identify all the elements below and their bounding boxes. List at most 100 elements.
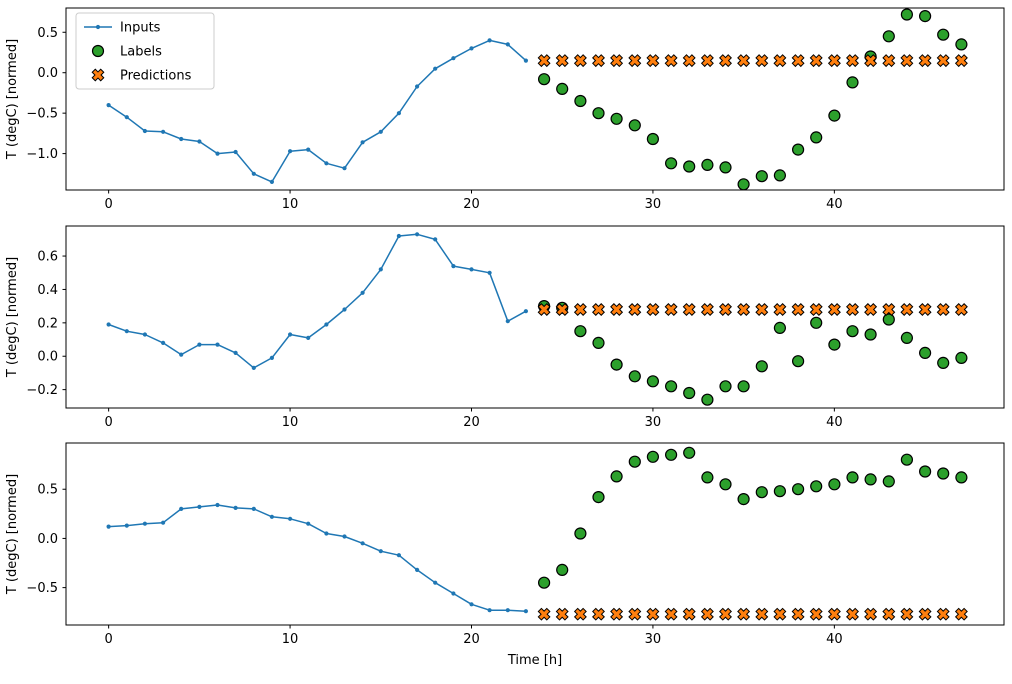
inputs-point xyxy=(124,115,129,120)
label-point xyxy=(955,38,968,51)
x-tick-label: 20 xyxy=(463,197,480,212)
y-tick-label: 0.0 xyxy=(37,350,58,365)
inputs-point xyxy=(324,322,329,327)
inputs-point xyxy=(251,171,256,176)
prediction-point xyxy=(700,54,714,68)
inputs-point xyxy=(378,129,383,134)
legend-dot-marker-icon xyxy=(95,24,101,30)
inputs-point xyxy=(269,179,274,184)
prediction-point xyxy=(719,607,732,621)
prediction-point xyxy=(682,54,696,68)
prediction-point xyxy=(610,607,624,621)
prediction-point xyxy=(846,303,859,316)
label-point xyxy=(592,491,605,504)
inputs-point xyxy=(161,129,166,134)
inputs-point xyxy=(306,147,311,152)
label-point xyxy=(846,76,859,89)
label-point xyxy=(683,160,696,173)
x-tick-label: 0 xyxy=(104,415,112,430)
series-predictions xyxy=(537,303,968,316)
prediction-point xyxy=(610,303,624,316)
inputs-point xyxy=(142,521,147,526)
label-point xyxy=(664,157,678,170)
prediction-point xyxy=(900,303,914,316)
axes-frame xyxy=(65,442,1005,626)
prediction-point xyxy=(954,54,968,68)
x-tick-label: 20 xyxy=(463,632,480,647)
inputs-point xyxy=(469,602,474,607)
y-tick-label: 0.5 xyxy=(37,483,58,498)
prediction-point xyxy=(954,303,968,316)
legend: Inputs Labels Predictions xyxy=(75,12,215,90)
label-point xyxy=(918,10,932,23)
x-tick-label: 30 xyxy=(645,415,662,430)
prediction-point xyxy=(537,54,551,68)
y-tick-label: 0.5 xyxy=(37,26,58,41)
inputs-point xyxy=(342,307,347,312)
label-point xyxy=(882,30,895,43)
inputs-point xyxy=(233,149,238,155)
inputs-point xyxy=(415,232,420,237)
prediction-point xyxy=(864,54,878,68)
x-tick-label: 30 xyxy=(645,632,662,647)
prediction-point xyxy=(864,607,878,621)
label-point xyxy=(556,82,569,96)
inputs-point xyxy=(288,149,293,154)
inputs-point xyxy=(306,335,311,340)
inputs-point xyxy=(487,38,492,43)
prediction-point xyxy=(719,54,732,68)
prediction-point xyxy=(936,607,950,621)
label-point xyxy=(773,169,787,182)
y-tick-label: −0.2 xyxy=(26,383,58,398)
label-point xyxy=(574,94,587,108)
series-inputs xyxy=(106,502,529,614)
prediction-point xyxy=(573,607,587,621)
prediction-point xyxy=(592,303,605,316)
prediction-point xyxy=(954,607,968,621)
prediction-point xyxy=(592,54,605,68)
y-tick-label: 0.4 xyxy=(37,283,58,298)
label-point xyxy=(556,563,569,577)
inputs-point xyxy=(233,505,238,510)
prediction-point xyxy=(791,54,805,68)
inputs-point xyxy=(360,541,365,546)
inputs-point xyxy=(179,136,184,142)
inputs-point xyxy=(106,322,111,327)
prediction-point xyxy=(719,303,732,316)
label-point xyxy=(918,346,932,359)
label-point xyxy=(755,360,768,373)
inputs-point xyxy=(197,342,202,347)
y-axis-label: T (degC) [normed] xyxy=(5,39,20,160)
label-point xyxy=(828,478,841,491)
prediction-point xyxy=(864,303,878,316)
label-point xyxy=(918,465,932,478)
label-point xyxy=(937,356,950,369)
prediction-point xyxy=(755,607,769,621)
x-tick-label: 40 xyxy=(826,197,843,212)
label-point xyxy=(646,450,660,463)
inputs-point xyxy=(342,534,347,539)
label-point xyxy=(755,486,768,499)
axes-frame xyxy=(65,7,1005,191)
prediction-point xyxy=(791,303,805,316)
x-tick-label: 0 xyxy=(104,197,112,212)
legend-label: Inputs xyxy=(120,21,161,36)
y-tick-label: −0.5 xyxy=(26,107,58,122)
y-tick-label: 0.2 xyxy=(37,316,58,331)
label-point xyxy=(810,316,823,329)
inputs-point xyxy=(179,506,184,511)
label-point xyxy=(701,471,714,484)
prediction-point xyxy=(827,303,841,316)
inputs-line xyxy=(108,233,527,369)
inputs-point xyxy=(415,84,420,89)
inputs-point xyxy=(469,46,474,51)
label-point xyxy=(646,132,660,146)
inputs-point xyxy=(360,140,365,145)
label-point xyxy=(864,473,877,486)
prediction-point xyxy=(791,607,805,621)
inputs-point xyxy=(378,267,383,272)
series-predictions xyxy=(537,54,968,68)
prediction-point xyxy=(628,303,642,316)
prediction-point xyxy=(737,54,751,68)
